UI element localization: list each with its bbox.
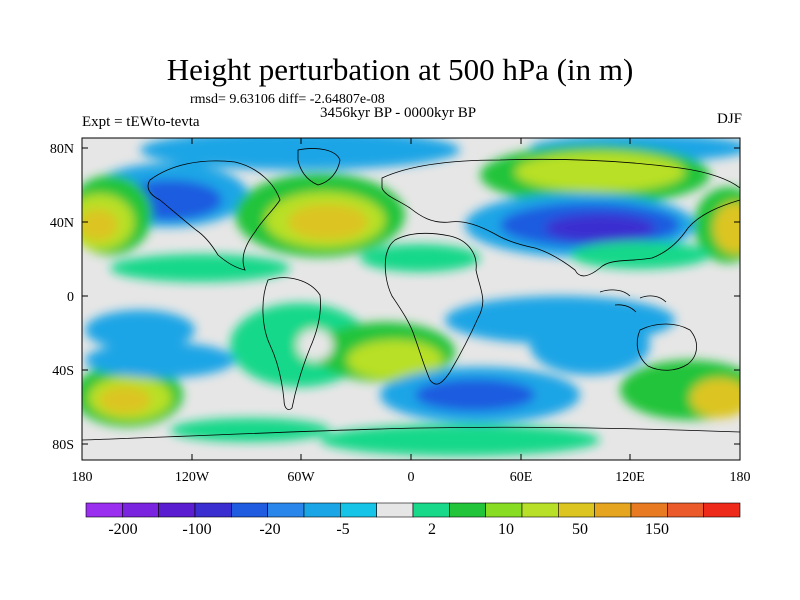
colorbar-label: 150 [645,521,669,538]
colorbar-label: -100 [182,521,211,538]
colorbar-cell [412,502,450,518]
colorbar-cell [122,502,159,518]
colorbar-cell [267,502,305,518]
lat-label: 40N [50,216,74,231]
colorbar-cell [630,502,668,518]
colorbar-cell [485,502,523,518]
lat-label: 0 [67,290,74,305]
season-label: DJF [716,111,742,127]
colorbar-labels: -200 -100 -20 -5 2 10 50 150 [108,521,669,538]
colorbar [85,502,741,518]
colorbar-cell [340,502,377,518]
colorbar-cell [558,502,595,518]
coastlines [82,148,740,441]
lat-label: 80N [50,142,74,157]
lat-label: 40S [52,364,74,379]
period-label: 3456kyr BP - 0000kyr BP [320,105,477,121]
colorbar-cell [667,502,704,518]
colorbar-cell [449,502,486,518]
colorbar-cell [521,502,559,518]
lon-label: 60E [510,470,533,485]
colorbar-cell [158,502,196,518]
colorbar-cell [194,502,232,518]
lon-label: 180 [72,470,93,485]
lon-label: 60W [287,470,315,485]
colorbar-cell [85,502,123,518]
lat-label: 80S [52,438,74,453]
colorbar-label: -5 [336,521,349,538]
colorbar-cell [376,502,414,518]
colorbar-cell [703,502,741,518]
colorbar-label: -20 [259,521,280,538]
rmsd-annotation: rmsd= 9.63106 diff= -2.64807e-08 [190,92,385,107]
colorbar-cell [594,502,632,518]
colorbar-label: -200 [108,521,137,538]
lon-label: 120E [615,470,645,485]
colorbar-label: 10 [498,521,514,538]
colorbar-cell [231,502,268,518]
colorbar-label: 2 [428,521,436,538]
colorbar-cell [303,502,341,518]
lon-label: 180 [730,470,751,485]
colorbar-label: 50 [572,521,588,538]
experiment-label: Expt = tEWto-tevta [82,114,200,130]
plot-title: Height perturbation at 500 hPa (in m) [166,52,634,87]
contour-field [82,138,740,460]
longitude-axis: 180 120W 60W 0 60E 120E 180 [72,138,751,485]
latitude-axis: 80N 40N 0 40S 80S [50,142,740,453]
lon-label: 120W [175,470,210,485]
lon-label: 0 [408,470,415,485]
